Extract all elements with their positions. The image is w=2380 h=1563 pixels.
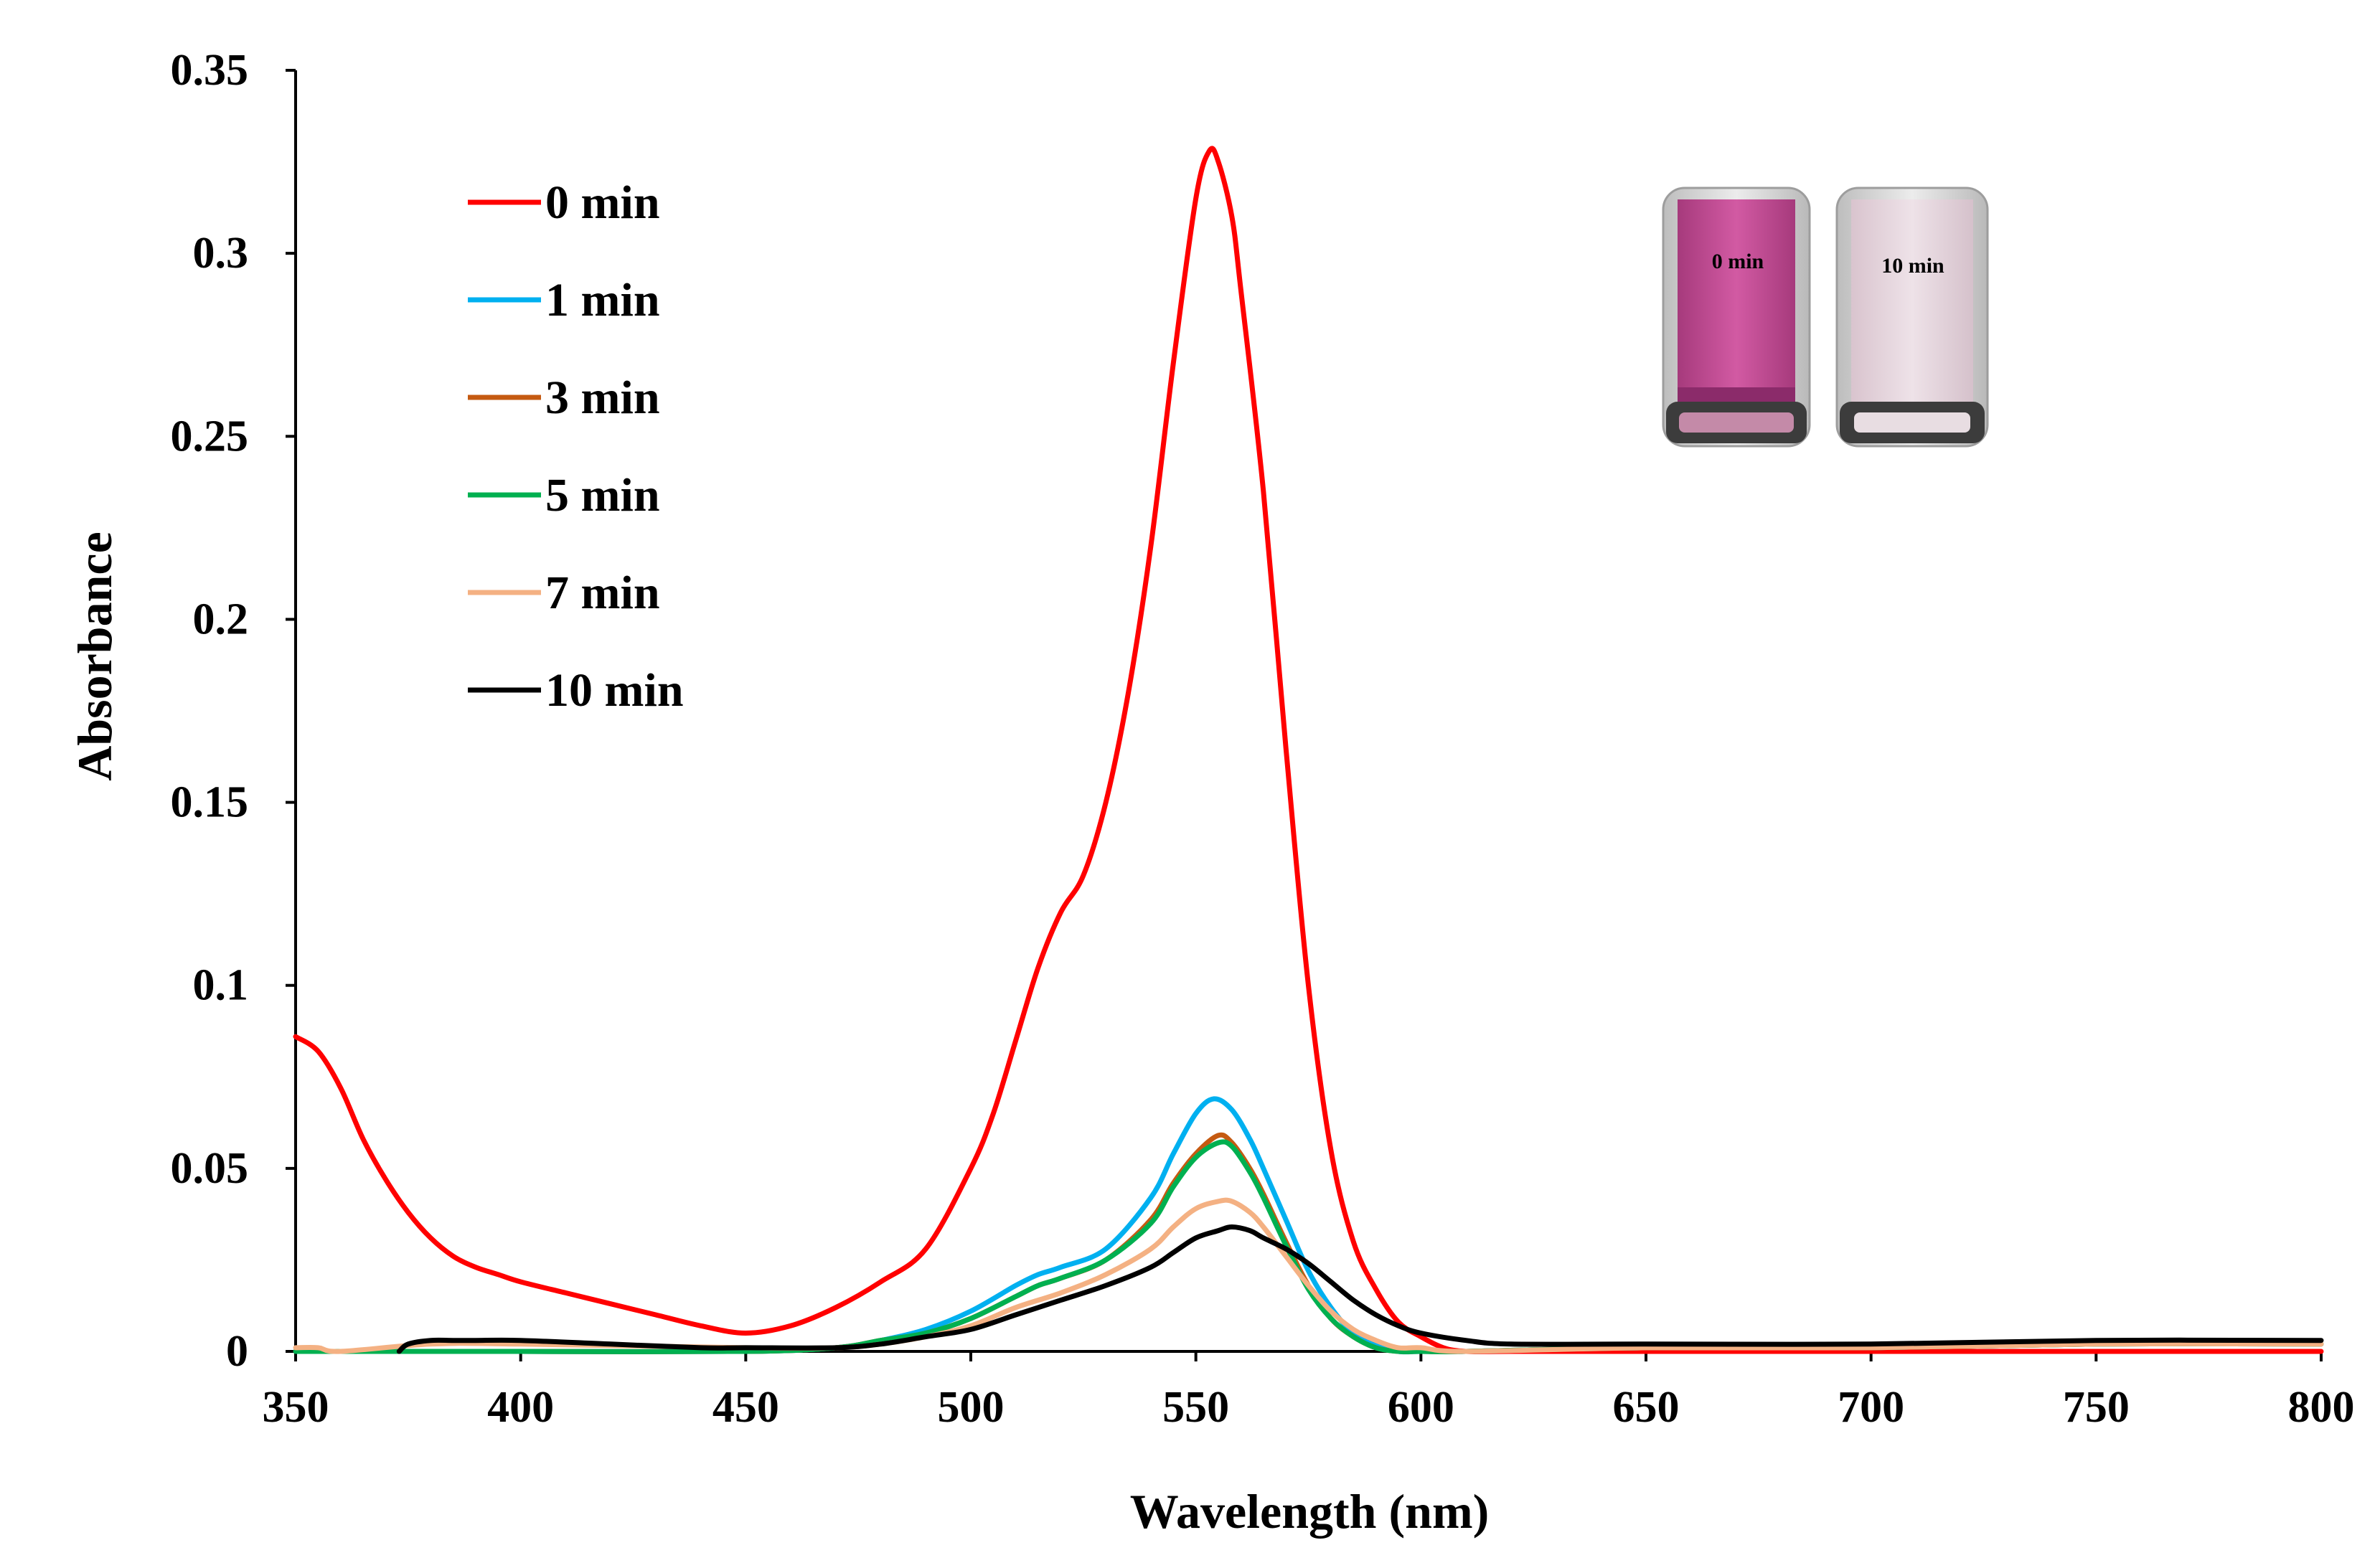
y-axis-title: Absorbance: [67, 532, 122, 781]
y-tick-label: 0.05: [171, 1144, 249, 1193]
y-ticks: 0 0.05 0.1 0.15 0.2 0.25 0.3 0.35: [171, 46, 296, 1376]
y-tick-label: 0.15: [171, 778, 249, 827]
series-line-1-min: [293, 1096, 2324, 1355]
series-line-3-min: [293, 1132, 2324, 1354]
series-line-10-min: [396, 1224, 2324, 1354]
x-tick-label: 650: [1613, 1383, 1680, 1432]
legend-label-7-min: 7 min: [545, 567, 660, 619]
x-tick-label: 350: [263, 1383, 329, 1432]
x-tick-label: 800: [2288, 1383, 2355, 1432]
y-tick-label: 0.1: [193, 961, 249, 1010]
legend-label-0-min: 0 min: [545, 176, 660, 229]
y-tick-label: 0: [226, 1327, 248, 1376]
x-tick-label: 750: [2063, 1383, 2130, 1432]
legend-label-1-min: 1 min: [545, 274, 660, 326]
cuvette-0-min-solution: [1678, 199, 1795, 407]
x-tick-label: 700: [1838, 1383, 1904, 1432]
x-axis-title: Wavelength (nm): [1130, 1484, 1490, 1539]
cuvette-10-min: 10 min: [1835, 186, 1989, 448]
x-tick-label: 600: [1388, 1383, 1454, 1432]
series-line-0-min: [293, 146, 2324, 1354]
x-tick-label: 550: [1162, 1383, 1229, 1432]
cuvette-0-min: 0 min: [1662, 186, 1811, 448]
x-ticks: 350 400 450 500 550 600 650 700 750 800: [263, 1351, 2355, 1432]
cuvette-10-min-solution: [1851, 199, 1973, 407]
x-tick-label: 450: [712, 1383, 779, 1432]
cuvette-10-min-label: 10 min: [1881, 254, 1944, 278]
series-line-5-min: [293, 1139, 2324, 1354]
legend-label-3-min: 3 min: [545, 372, 660, 424]
cuvette-inset: 0 min 10 min: [1662, 186, 1989, 448]
cuvette-0-min-label: 0 min: [1712, 250, 1764, 273]
legend-label-10-min: 10 min: [545, 664, 684, 717]
legend-label-5-min: 5 min: [545, 469, 660, 521]
y-tick-label: 0.25: [171, 412, 249, 461]
y-tick-label: 0.3: [193, 229, 249, 278]
x-tick-label: 400: [487, 1383, 554, 1432]
x-tick-label: 500: [938, 1383, 1005, 1432]
y-tick-label: 0.2: [193, 595, 249, 643]
y-tick-label: 0.35: [171, 46, 249, 95]
legend: 0 min 1 min 3 min 5 min 7 min 10 min: [468, 176, 684, 717]
series-layer: [293, 146, 2324, 1355]
